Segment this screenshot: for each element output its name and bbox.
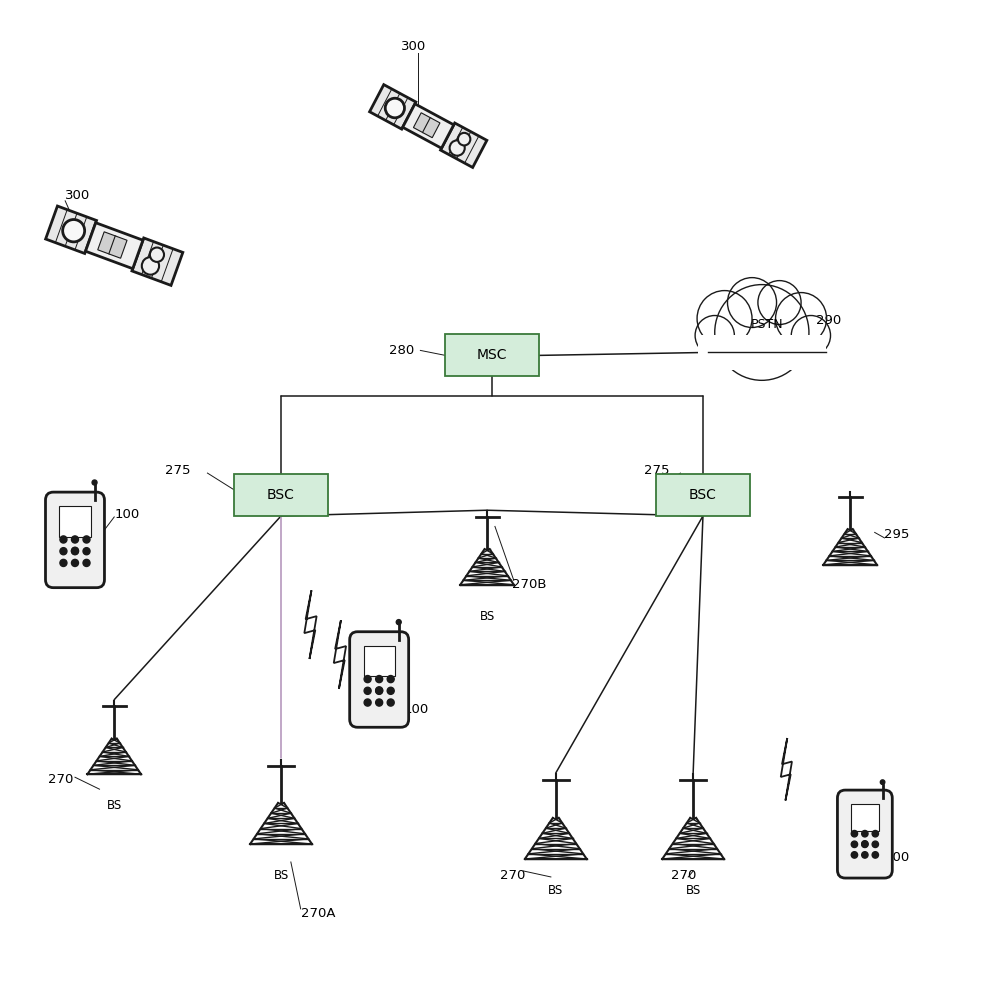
Text: 275: 275 bbox=[165, 464, 191, 477]
Circle shape bbox=[727, 278, 776, 327]
Circle shape bbox=[862, 852, 868, 858]
Ellipse shape bbox=[710, 308, 814, 363]
FancyBboxPatch shape bbox=[698, 335, 826, 370]
Circle shape bbox=[376, 699, 383, 706]
FancyBboxPatch shape bbox=[656, 474, 750, 516]
Circle shape bbox=[72, 536, 79, 543]
Circle shape bbox=[851, 841, 858, 848]
Polygon shape bbox=[86, 223, 143, 269]
Text: 270: 270 bbox=[500, 869, 525, 882]
Circle shape bbox=[376, 687, 383, 694]
Text: BS: BS bbox=[479, 610, 495, 623]
Circle shape bbox=[376, 687, 383, 694]
Text: 290: 290 bbox=[816, 314, 841, 327]
Text: 100: 100 bbox=[403, 703, 429, 716]
Circle shape bbox=[387, 676, 395, 683]
Circle shape bbox=[376, 676, 383, 683]
Polygon shape bbox=[97, 232, 116, 254]
Text: 270: 270 bbox=[670, 869, 696, 882]
FancyBboxPatch shape bbox=[446, 334, 538, 376]
Polygon shape bbox=[402, 104, 454, 148]
Polygon shape bbox=[109, 236, 127, 258]
Ellipse shape bbox=[150, 248, 164, 262]
Text: BS: BS bbox=[686, 884, 701, 897]
Text: 100: 100 bbox=[885, 851, 910, 864]
Circle shape bbox=[791, 316, 830, 355]
Circle shape bbox=[364, 699, 371, 706]
Circle shape bbox=[851, 852, 858, 858]
Circle shape bbox=[92, 480, 97, 485]
Text: BS: BS bbox=[548, 884, 564, 897]
Text: PSTN: PSTN bbox=[751, 318, 783, 331]
Circle shape bbox=[60, 559, 67, 566]
FancyBboxPatch shape bbox=[837, 790, 892, 878]
Circle shape bbox=[83, 536, 90, 543]
Ellipse shape bbox=[458, 133, 470, 145]
Polygon shape bbox=[45, 206, 96, 253]
Polygon shape bbox=[304, 590, 317, 659]
Circle shape bbox=[775, 293, 827, 344]
Circle shape bbox=[60, 548, 67, 555]
Circle shape bbox=[397, 620, 401, 625]
Text: 270: 270 bbox=[48, 773, 74, 786]
Ellipse shape bbox=[63, 220, 85, 242]
Polygon shape bbox=[370, 85, 416, 129]
Text: BS: BS bbox=[274, 869, 288, 882]
Ellipse shape bbox=[142, 257, 159, 275]
FancyBboxPatch shape bbox=[851, 804, 879, 831]
Circle shape bbox=[872, 852, 879, 858]
Ellipse shape bbox=[450, 140, 464, 156]
Circle shape bbox=[697, 291, 752, 346]
Circle shape bbox=[364, 676, 371, 683]
Text: 300: 300 bbox=[65, 189, 91, 202]
FancyBboxPatch shape bbox=[45, 492, 104, 588]
Circle shape bbox=[862, 841, 868, 847]
Polygon shape bbox=[413, 113, 431, 133]
Text: 270A: 270A bbox=[301, 907, 336, 920]
Text: 295: 295 bbox=[885, 528, 910, 541]
FancyBboxPatch shape bbox=[363, 646, 395, 676]
Text: BSC: BSC bbox=[267, 488, 295, 502]
Polygon shape bbox=[132, 238, 183, 285]
Polygon shape bbox=[334, 620, 346, 689]
Text: 275: 275 bbox=[645, 464, 669, 477]
Text: 270B: 270B bbox=[512, 578, 546, 591]
Circle shape bbox=[83, 548, 90, 555]
FancyBboxPatch shape bbox=[59, 506, 91, 537]
Circle shape bbox=[387, 687, 395, 694]
Circle shape bbox=[72, 548, 79, 555]
Circle shape bbox=[83, 559, 90, 566]
Circle shape bbox=[881, 780, 885, 784]
Polygon shape bbox=[422, 118, 440, 138]
Text: 300: 300 bbox=[400, 40, 426, 53]
Circle shape bbox=[364, 687, 371, 694]
Text: BS: BS bbox=[106, 799, 122, 812]
Circle shape bbox=[72, 547, 79, 554]
Circle shape bbox=[872, 830, 879, 837]
Text: BSC: BSC bbox=[689, 488, 717, 502]
Text: MSC: MSC bbox=[477, 348, 507, 362]
Circle shape bbox=[872, 841, 879, 848]
Circle shape bbox=[862, 830, 868, 837]
Circle shape bbox=[862, 841, 868, 848]
FancyBboxPatch shape bbox=[349, 632, 408, 727]
FancyBboxPatch shape bbox=[234, 474, 328, 516]
Text: 100: 100 bbox=[114, 508, 140, 521]
Polygon shape bbox=[441, 123, 487, 167]
Circle shape bbox=[387, 699, 395, 706]
Circle shape bbox=[695, 316, 734, 355]
Circle shape bbox=[851, 830, 858, 837]
Circle shape bbox=[72, 559, 79, 566]
Ellipse shape bbox=[386, 98, 404, 118]
Circle shape bbox=[60, 536, 67, 543]
Text: 280: 280 bbox=[389, 344, 414, 357]
Polygon shape bbox=[780, 738, 792, 800]
Circle shape bbox=[758, 281, 801, 324]
Circle shape bbox=[714, 285, 809, 380]
